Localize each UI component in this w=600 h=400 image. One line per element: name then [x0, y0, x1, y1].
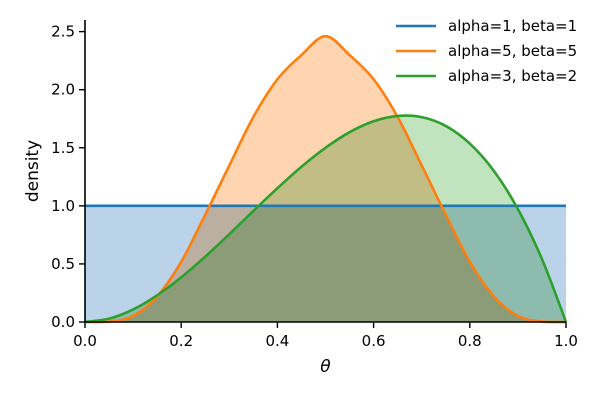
- x-tick-label: 0.2: [169, 332, 193, 350]
- series-line-3: [84, 114, 568, 324]
- legend-label-2: alpha=5, beta=5: [448, 42, 577, 60]
- y-tick-label: 1.0: [51, 197, 75, 215]
- legend-label-3: alpha=3, beta=2: [448, 67, 577, 85]
- legend: alpha=1, beta=1 alpha=5, beta=5 alpha=3, b…: [396, 17, 577, 85]
- x-tick-label: 0.0: [73, 332, 97, 350]
- x-tick-label: 0.8: [458, 332, 482, 350]
- y-tick-label: 0.0: [51, 313, 75, 331]
- lines-layer: [84, 34, 568, 324]
- axes-layer: 0.0 0.2 0.4 0.6 0.8 1.0 0.0 0.5 1.0 1.5 2.0 2.5 θ den…: [23, 20, 578, 377]
- series-fill-3: [85, 115, 566, 322]
- legend-label-1: alpha=1, beta=1: [448, 17, 577, 35]
- x-tick-label: 0.6: [362, 332, 386, 350]
- x-tick-label: 1.0: [554, 332, 578, 350]
- x-tick-label: 0.4: [265, 332, 289, 350]
- x-axis-label: θ: [320, 357, 331, 377]
- fills-layer: [85, 36, 566, 323]
- y-tick-label: 0.5: [51, 255, 75, 273]
- y-axis-label: density: [23, 140, 43, 202]
- y-tick-label: 1.5: [51, 139, 75, 157]
- y-tick-label: 2.0: [51, 81, 75, 99]
- y-tick-label: 2.5: [51, 23, 75, 41]
- series-line-2: [84, 34, 567, 324]
